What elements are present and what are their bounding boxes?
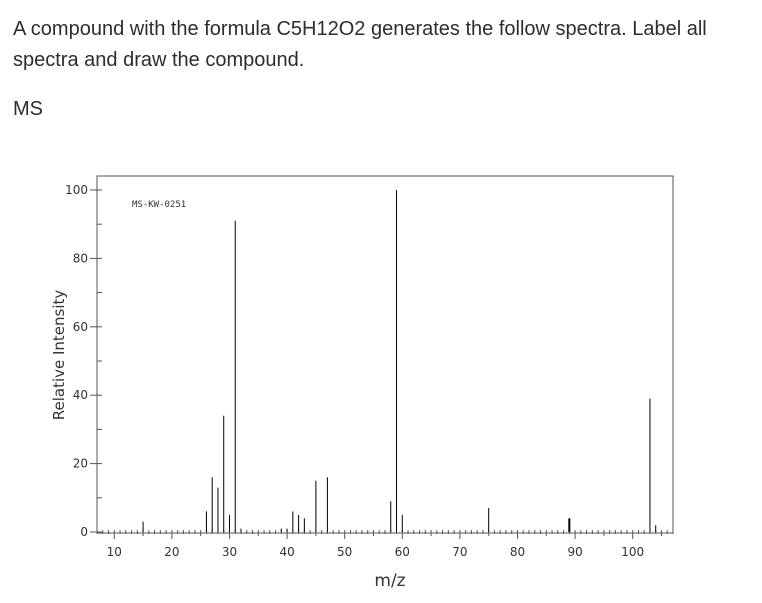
x-tick-label: 20	[164, 545, 179, 559]
y-axis: 0 20 40 60 80 100	[65, 183, 102, 539]
y-axis-title: Relative Intensity	[50, 290, 68, 421]
y-tick-label: 0	[80, 525, 88, 539]
x-tick-label: 50	[337, 545, 352, 559]
y-tick-label: 40	[73, 388, 88, 402]
x-axis-title: m/z	[374, 571, 405, 591]
x-tick-label: 30	[222, 545, 237, 559]
x-tick-label: 60	[395, 545, 410, 559]
x-tick-label: 70	[452, 545, 467, 559]
spectrum-peaks	[142, 190, 657, 532]
y-tick-label: 80	[73, 251, 88, 265]
y-tick-label: 60	[73, 320, 88, 334]
x-tick-label: 90	[567, 545, 582, 559]
y-tick-label: 20	[73, 457, 88, 471]
x-tick-label: 100	[621, 545, 644, 559]
x-axis: 10 20 30 40 50 60 70 80 90 100	[96, 530, 674, 559]
section-label-ms: MS	[13, 98, 43, 120]
question-text: A compound with the formula C5H12O2 gene…	[13, 18, 707, 71]
y-tick-label: 100	[65, 183, 88, 197]
spectrum-id-annotation: MS-KW-0251	[132, 200, 186, 210]
x-tick-label: 80	[510, 545, 525, 559]
plot-frame	[96, 175, 674, 534]
x-tick-label: 10	[107, 545, 122, 559]
x-tick-label: 40	[279, 545, 294, 559]
